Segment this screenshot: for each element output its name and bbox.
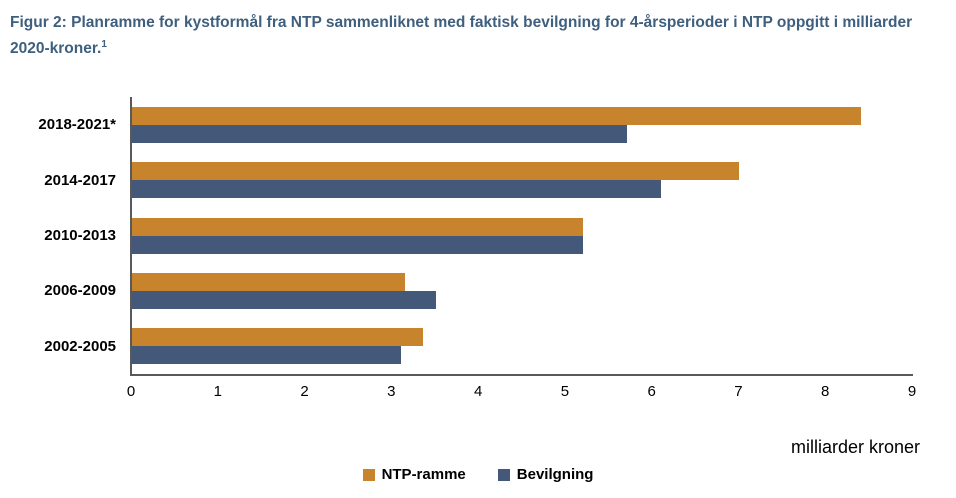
legend: NTP-ramme Bevilgning [0,466,956,483]
category-label: 2006-2009 [44,282,116,300]
bar-group [132,152,913,207]
legend-label: NTP-ramme [381,466,466,483]
plot-area [130,97,913,376]
bar-group [132,319,913,374]
bar-bevilgning [132,180,662,199]
x-tick-label: 6 [647,383,656,400]
figure-title-line2: 2020-kroner. [10,39,102,57]
category-labels: 2018-2021* 2014-2017 2010-2013 2006-2009 200… [0,97,122,374]
bar-bevilgning [132,124,627,143]
bar-bevilgning [132,346,401,365]
bar-ntp-ramme [132,217,584,236]
x-tick-label: 0 [126,383,136,400]
bar-ntp-ramme [132,272,406,291]
category-label: 2014-2017 [44,171,116,189]
bar-group [132,208,913,263]
x-tick-label: 5 [560,383,570,400]
figure-title-line1: Figur 2: Planramme for kystformål fra NT… [10,14,913,31]
category-label: 2002-2005 [44,337,116,355]
category-label: 2018-2021* [38,116,116,134]
bar-bevilgning [132,235,584,254]
legend-swatch-icon [362,468,375,481]
x-axis-label: milliarder kroner [790,437,920,457]
x-tick-label: 1 [213,383,222,400]
bar-ntp-ramme [132,106,861,125]
category-label: 2010-2013 [44,227,116,245]
x-tick-label: 9 [907,383,917,400]
bar-group [132,263,913,318]
bar-bevilgning [132,290,436,309]
x-axis-ticks: 0 1 2 3 4 5 6 7 8 9 [127,383,916,405]
figure-title: Figur 2: Planramme for kystformål fra NT… [10,10,950,61]
legend-label: Bevilgning [516,466,594,483]
x-tick-label: 7 [734,383,743,400]
legend-swatch-icon [497,468,510,481]
bar-group [132,97,913,152]
bar-ntp-ramme [132,162,740,181]
x-tick-label: 3 [387,383,396,400]
bar-ntp-ramme [132,328,423,347]
legend-item-ntp-ramme: NTP-ramme [362,466,466,483]
x-tick-label: 4 [473,383,483,400]
footnote-marker: 1 [101,38,107,50]
x-tick-label: 2 [300,383,309,400]
legend-item-bevilgning: Bevilgning [497,466,594,483]
x-tick-label: 8 [821,383,830,400]
